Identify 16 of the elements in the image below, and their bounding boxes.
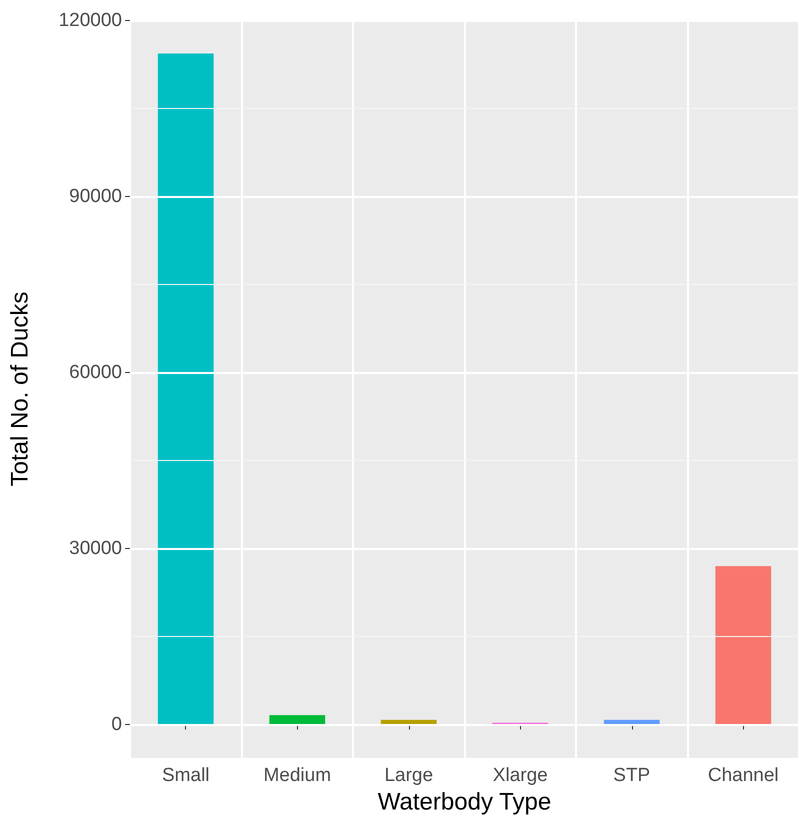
x-tick-label: Medium	[263, 765, 332, 786]
x-tick-label: Channel	[708, 765, 779, 786]
bar	[715, 566, 772, 725]
y-tick-label: 0	[111, 714, 122, 736]
y-tick-label: 120000	[58, 10, 122, 32]
y-tick-label: 90000	[69, 186, 122, 208]
y-tick-label: 30000	[69, 538, 122, 560]
x-tick-label: Xlarge	[492, 765, 548, 786]
y-axis-title: Total No. of Ducks	[6, 292, 34, 486]
y-tick-label: 60000	[69, 362, 122, 384]
x-tick-label: Large	[384, 765, 434, 786]
x-tick-label: Small	[162, 765, 210, 786]
bar	[158, 53, 214, 725]
x-tick-label: STP	[613, 765, 650, 786]
x-axis-title: Waterbody Type	[378, 788, 552, 816]
bar	[269, 715, 326, 725]
